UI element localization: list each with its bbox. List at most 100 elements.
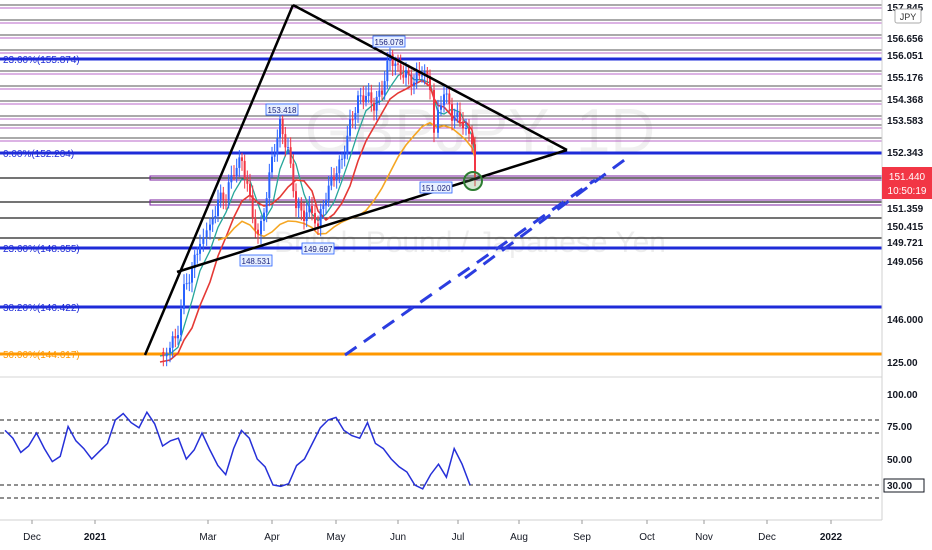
candle-body[interactable] xyxy=(238,157,241,168)
candle-body[interactable] xyxy=(169,347,171,353)
candle-body[interactable] xyxy=(349,119,351,136)
candle-body[interactable] xyxy=(273,153,276,157)
candle-body[interactable] xyxy=(196,253,199,255)
dashed-channel-upper[interactable] xyxy=(464,156,628,280)
currency-badge[interactable]: JPY xyxy=(894,8,922,24)
candle-body[interactable] xyxy=(268,172,271,199)
candle-body[interactable] xyxy=(243,160,246,180)
candle-body[interactable] xyxy=(292,163,295,192)
candle-body[interactable] xyxy=(284,134,287,148)
candle-body[interactable] xyxy=(399,64,402,76)
candle-body[interactable] xyxy=(180,308,182,336)
candle-body[interactable] xyxy=(426,71,429,76)
candle-body[interactable] xyxy=(171,336,174,348)
candle-body[interactable] xyxy=(456,112,459,118)
candle-body[interactable] xyxy=(260,220,262,235)
candle-body[interactable] xyxy=(335,173,338,180)
triangle-top-line[interactable] xyxy=(292,3,568,152)
candle-body[interactable] xyxy=(217,199,219,216)
candle-body[interactable] xyxy=(257,229,259,235)
candle-body[interactable] xyxy=(391,54,394,66)
candle-body[interactable] xyxy=(308,206,311,213)
candle-body[interactable] xyxy=(373,102,375,111)
candle-body[interactable] xyxy=(474,144,476,178)
candle-body[interactable] xyxy=(251,195,254,218)
candle-body[interactable] xyxy=(305,212,308,221)
candle-body[interactable] xyxy=(174,336,177,339)
candle-body[interactable] xyxy=(338,159,341,174)
candle-body[interactable] xyxy=(205,230,208,238)
candle-body[interactable] xyxy=(378,90,381,97)
candle-body[interactable] xyxy=(330,176,333,186)
candle-body[interactable] xyxy=(365,95,367,103)
candle-body[interactable] xyxy=(295,191,297,209)
candle-body[interactable] xyxy=(279,119,281,139)
candle-body[interactable] xyxy=(405,70,407,78)
candle-body[interactable] xyxy=(202,237,205,244)
candle-body[interactable] xyxy=(351,119,354,121)
candle-body[interactable] xyxy=(402,75,405,78)
candle-body[interactable] xyxy=(222,192,225,200)
candle-body[interactable] xyxy=(375,96,378,111)
candle-body[interactable] xyxy=(193,254,196,269)
candle-body[interactable] xyxy=(191,268,193,283)
candle-body[interactable] xyxy=(333,176,335,180)
candle-body[interactable] xyxy=(322,205,325,210)
candle-body[interactable] xyxy=(410,74,413,86)
candle-body[interactable] xyxy=(219,192,222,200)
candle-body[interactable] xyxy=(199,243,201,254)
candle-body[interactable] xyxy=(311,206,313,214)
candle-body[interactable] xyxy=(367,92,370,96)
candle-body[interactable] xyxy=(421,75,423,77)
candle-body[interactable] xyxy=(209,224,211,231)
candle-body[interactable] xyxy=(319,209,322,227)
rsi-line[interactable] xyxy=(4,410,471,490)
candle-body[interactable] xyxy=(214,215,217,219)
candle-body[interactable] xyxy=(453,117,456,121)
candle-body[interactable] xyxy=(471,133,473,145)
candle-body[interactable] xyxy=(281,119,284,135)
candle-body[interactable] xyxy=(413,82,415,86)
candle-body[interactable] xyxy=(183,284,185,309)
candle-body[interactable] xyxy=(254,217,257,230)
triangle-left-line[interactable] xyxy=(143,4,295,356)
candle-body[interactable] xyxy=(300,202,303,211)
candle-body[interactable] xyxy=(165,352,168,357)
candle-body[interactable] xyxy=(418,72,421,76)
candle-body[interactable] xyxy=(230,175,233,183)
candle-body[interactable] xyxy=(362,95,365,103)
candle-body[interactable] xyxy=(459,112,461,122)
candle-body[interactable] xyxy=(415,72,418,83)
candle-body[interactable] xyxy=(317,223,319,227)
candle-body[interactable] xyxy=(227,182,230,200)
dashed-channel-lower[interactable] xyxy=(344,178,596,357)
candle-body[interactable] xyxy=(443,94,445,106)
candle-body[interactable] xyxy=(465,127,467,129)
candle-body[interactable] xyxy=(343,154,346,159)
candle-body[interactable] xyxy=(233,175,235,177)
candle-body[interactable] xyxy=(225,199,227,201)
candle-body[interactable] xyxy=(276,138,279,154)
candle-body[interactable] xyxy=(383,81,386,95)
candle-body[interactable] xyxy=(246,179,249,184)
candle-body[interactable] xyxy=(445,93,448,95)
candle-body[interactable] xyxy=(346,135,349,155)
candle-body[interactable] xyxy=(287,147,289,149)
candle-body[interactable] xyxy=(451,104,453,121)
candle-body[interactable] xyxy=(249,183,251,196)
candle-body[interactable] xyxy=(325,200,327,206)
candle-body[interactable] xyxy=(241,157,243,161)
candle-body[interactable] xyxy=(303,210,305,221)
candle-body[interactable] xyxy=(448,93,451,105)
candle-body[interactable] xyxy=(437,109,439,133)
candle-body[interactable] xyxy=(341,158,343,160)
candle-body[interactable] xyxy=(357,95,359,113)
candle-body[interactable] xyxy=(327,185,330,201)
candle-body[interactable] xyxy=(394,63,397,66)
candle-body[interactable] xyxy=(297,202,300,209)
candle-body[interactable] xyxy=(354,112,357,120)
candle-body[interactable] xyxy=(386,60,389,82)
candle-body[interactable] xyxy=(381,90,383,95)
candle-body[interactable] xyxy=(468,127,470,134)
